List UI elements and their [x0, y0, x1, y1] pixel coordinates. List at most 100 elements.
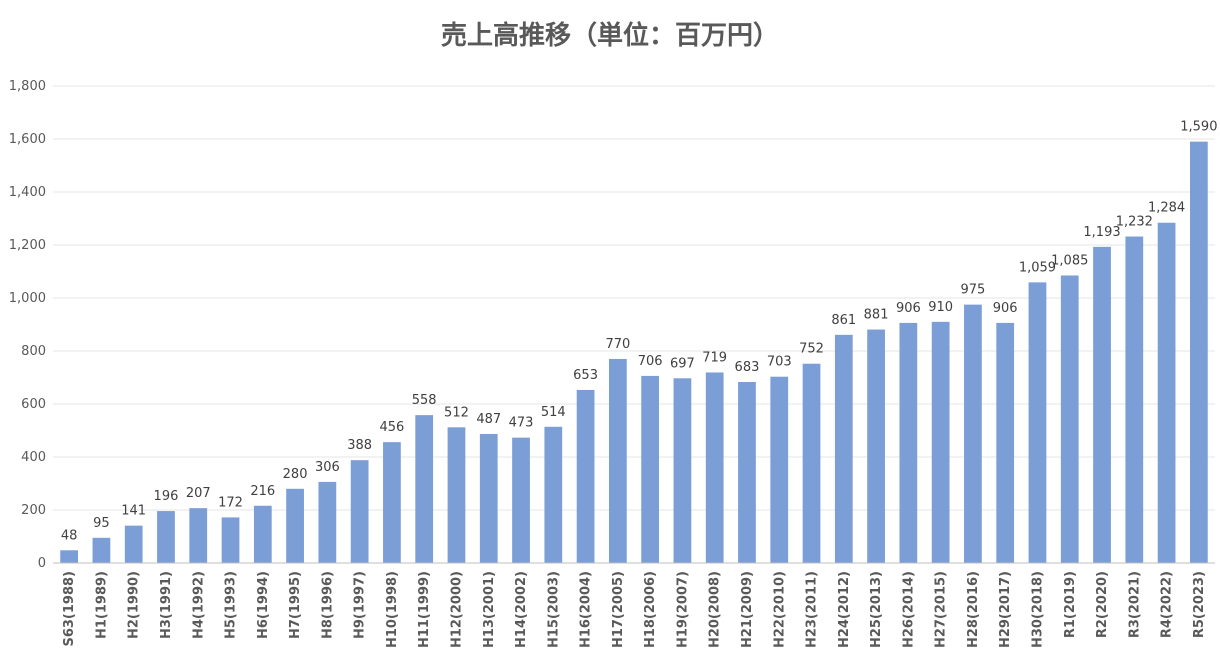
bar: [867, 329, 885, 563]
data-label: 216: [250, 484, 275, 499]
bar: [608, 358, 627, 563]
x-tick-label: R2(2020): [1095, 571, 1110, 638]
bar: [286, 488, 304, 563]
data-label: 487: [476, 412, 501, 427]
data-label: 1,284: [1148, 201, 1185, 216]
bar: [157, 511, 175, 563]
bar: [899, 322, 918, 563]
data-label: 141: [121, 504, 146, 519]
x-tick-label: H7(1995): [288, 571, 303, 639]
data-label: 196: [154, 489, 179, 504]
x-tick-label: R4(2022): [1160, 571, 1175, 638]
x-tick-label: H13(2001): [482, 571, 497, 648]
x-tick-label: H25(2013): [869, 571, 884, 648]
bar: [253, 505, 272, 563]
gridlines: [53, 85, 1215, 511]
bar: [673, 378, 692, 563]
bar: [447, 427, 466, 563]
data-label: 306: [315, 460, 340, 475]
data-label: 456: [380, 420, 405, 435]
bar: [576, 389, 595, 563]
data-label: 1,590: [1180, 120, 1217, 135]
bar: [641, 375, 660, 563]
data-label: 697: [670, 356, 695, 371]
data-label: 770: [605, 337, 630, 352]
data-label: 558: [412, 393, 437, 408]
bar: [802, 363, 821, 563]
x-tick-label: H23(2011): [805, 571, 820, 648]
bar: [512, 437, 530, 563]
bar: [383, 442, 401, 563]
x-tick-label: H8(1996): [320, 571, 335, 639]
data-label: 1,085: [1051, 253, 1088, 268]
bar: [1189, 141, 1208, 563]
x-tick-label: H9(1997): [353, 571, 368, 639]
bar: [318, 481, 337, 563]
data-label: 388: [347, 438, 372, 453]
x-tick-label: H6(1994): [256, 571, 271, 639]
bar: [996, 322, 1015, 563]
y-tick-label: 800: [21, 344, 46, 359]
x-tick-label: H4(1992): [191, 571, 206, 639]
x-tick-label: H11(1999): [417, 571, 432, 648]
bar: [479, 433, 498, 563]
x-tick-label: H3(1991): [159, 571, 174, 639]
data-label: 48: [61, 528, 78, 543]
data-label: 706: [638, 354, 663, 369]
y-tick-label: 1,200: [9, 238, 46, 253]
x-tick-label: R1(2019): [1063, 571, 1078, 638]
data-label: 653: [573, 368, 598, 383]
x-tick-label: H24(2012): [837, 571, 852, 648]
bar: [415, 415, 434, 563]
x-axis-ticks: S63(1988) H1(1989) H2(1990) H3(1991) H4(1992…: [62, 571, 1207, 648]
data-labels: 48 95 141 196 207 172 216 280 306 388 456 558 512 487…: [61, 120, 1218, 544]
data-label: 906: [896, 301, 921, 316]
y-tick-label: 0: [38, 556, 46, 571]
bars: [60, 141, 1208, 564]
y-tick-label: 1,400: [9, 185, 46, 200]
y-tick-label: 1,000: [9, 291, 46, 306]
data-label: 95: [93, 516, 110, 531]
bar: [1093, 246, 1111, 564]
data-label: 906: [993, 301, 1018, 316]
x-tick-label: H30(2018): [1030, 571, 1045, 648]
x-tick-label: R3(2021): [1127, 571, 1142, 638]
x-tick-label: H22(2010): [772, 571, 787, 648]
data-label: 683: [735, 360, 760, 375]
data-label: 861: [831, 313, 856, 328]
x-tick-label: H18(2006): [643, 571, 658, 648]
y-axis-ticks: 0 200 400 600 800 1,000 1,200 1,400 1,600 1,800: [9, 79, 46, 571]
x-tick-label: S63(1988): [62, 571, 77, 647]
data-label: 207: [186, 486, 211, 501]
bar: [544, 426, 563, 563]
bar: [221, 517, 240, 563]
data-label: 752: [799, 342, 824, 357]
y-tick-label: 200: [21, 503, 46, 518]
x-tick-label: H21(2009): [740, 571, 755, 648]
data-label: 975: [961, 283, 986, 298]
bar: [350, 460, 369, 563]
data-label: 1,059: [1019, 260, 1056, 275]
bar: [1028, 282, 1047, 563]
x-tick-label: H5(1993): [224, 571, 239, 639]
x-tick-label: H28(2016): [966, 571, 981, 648]
x-tick-label: H26(2014): [901, 571, 916, 648]
data-label: 514: [541, 405, 566, 420]
data-label: 512: [444, 405, 469, 420]
bar: [1060, 275, 1079, 563]
x-tick-label: H19(2007): [675, 571, 690, 648]
x-tick-label: R5(2023): [1192, 571, 1207, 638]
bar: [60, 550, 79, 563]
x-tick-label: H17(2005): [611, 571, 626, 648]
x-tick-label: H20(2008): [708, 571, 723, 648]
bar: [834, 334, 853, 563]
y-tick-label: 1,600: [9, 132, 46, 147]
bar: [124, 525, 143, 563]
x-tick-label: H15(2003): [546, 571, 561, 648]
y-tick-label: 600: [21, 397, 46, 412]
bar: [964, 304, 982, 563]
chart-title: 売上高推移（単位：百万円）: [441, 20, 779, 51]
y-tick-label: 1,800: [9, 79, 46, 94]
y-tick-label: 400: [21, 450, 46, 465]
